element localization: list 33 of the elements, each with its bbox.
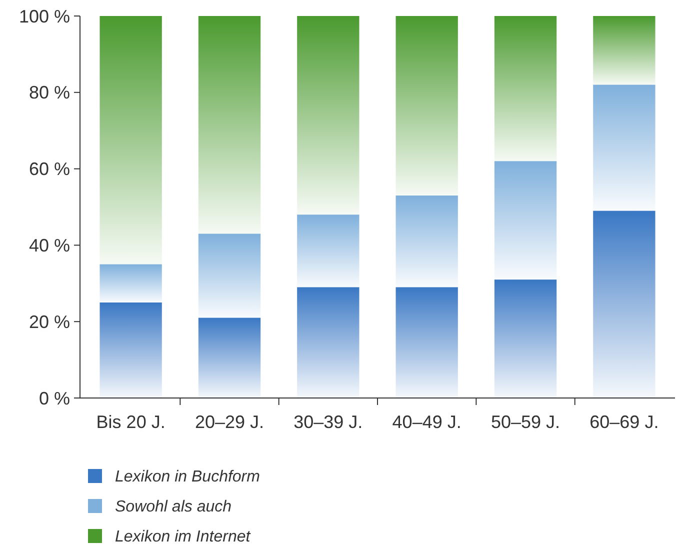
bar bbox=[396, 16, 458, 196]
legend-label: Lexikon im Internet bbox=[115, 528, 251, 546]
bar bbox=[297, 16, 360, 215]
y-tick-label: 100 % bbox=[18, 6, 70, 26]
bar bbox=[593, 16, 656, 85]
bar bbox=[494, 280, 557, 398]
legend-label: Sowohl als auch bbox=[115, 498, 232, 516]
y-tick-label: 60 % bbox=[28, 159, 70, 180]
bar bbox=[396, 196, 458, 288]
bar bbox=[198, 318, 261, 398]
bar bbox=[593, 84, 656, 211]
x-tick-label: 20–29 J. bbox=[194, 412, 264, 432]
x-tick-label: 60–69 J. bbox=[590, 412, 659, 432]
bar bbox=[297, 214, 360, 288]
y-tick-label: 40 % bbox=[28, 236, 70, 256]
y-tick-label: 0 % bbox=[38, 388, 70, 408]
bar bbox=[297, 287, 360, 398]
bar bbox=[100, 264, 162, 302]
bar bbox=[100, 302, 162, 398]
y-tick-label: 20 % bbox=[28, 312, 70, 332]
bar bbox=[396, 287, 458, 398]
x-tick-label: 50–59 J. bbox=[490, 412, 560, 432]
bar bbox=[198, 16, 261, 234]
bar bbox=[100, 16, 162, 264]
y-tick-label: 80 % bbox=[28, 82, 70, 103]
bar bbox=[593, 210, 656, 398]
bar bbox=[494, 16, 557, 162]
x-tick-label: 40–49 J. bbox=[392, 412, 462, 432]
x-tick-label: 30–39 J. bbox=[294, 412, 363, 432]
bar bbox=[494, 161, 557, 280]
x-tick-label: Bis 20 J. bbox=[96, 412, 166, 432]
legend-label: Lexikon in Buchform bbox=[115, 468, 260, 486]
bar bbox=[198, 234, 261, 318]
